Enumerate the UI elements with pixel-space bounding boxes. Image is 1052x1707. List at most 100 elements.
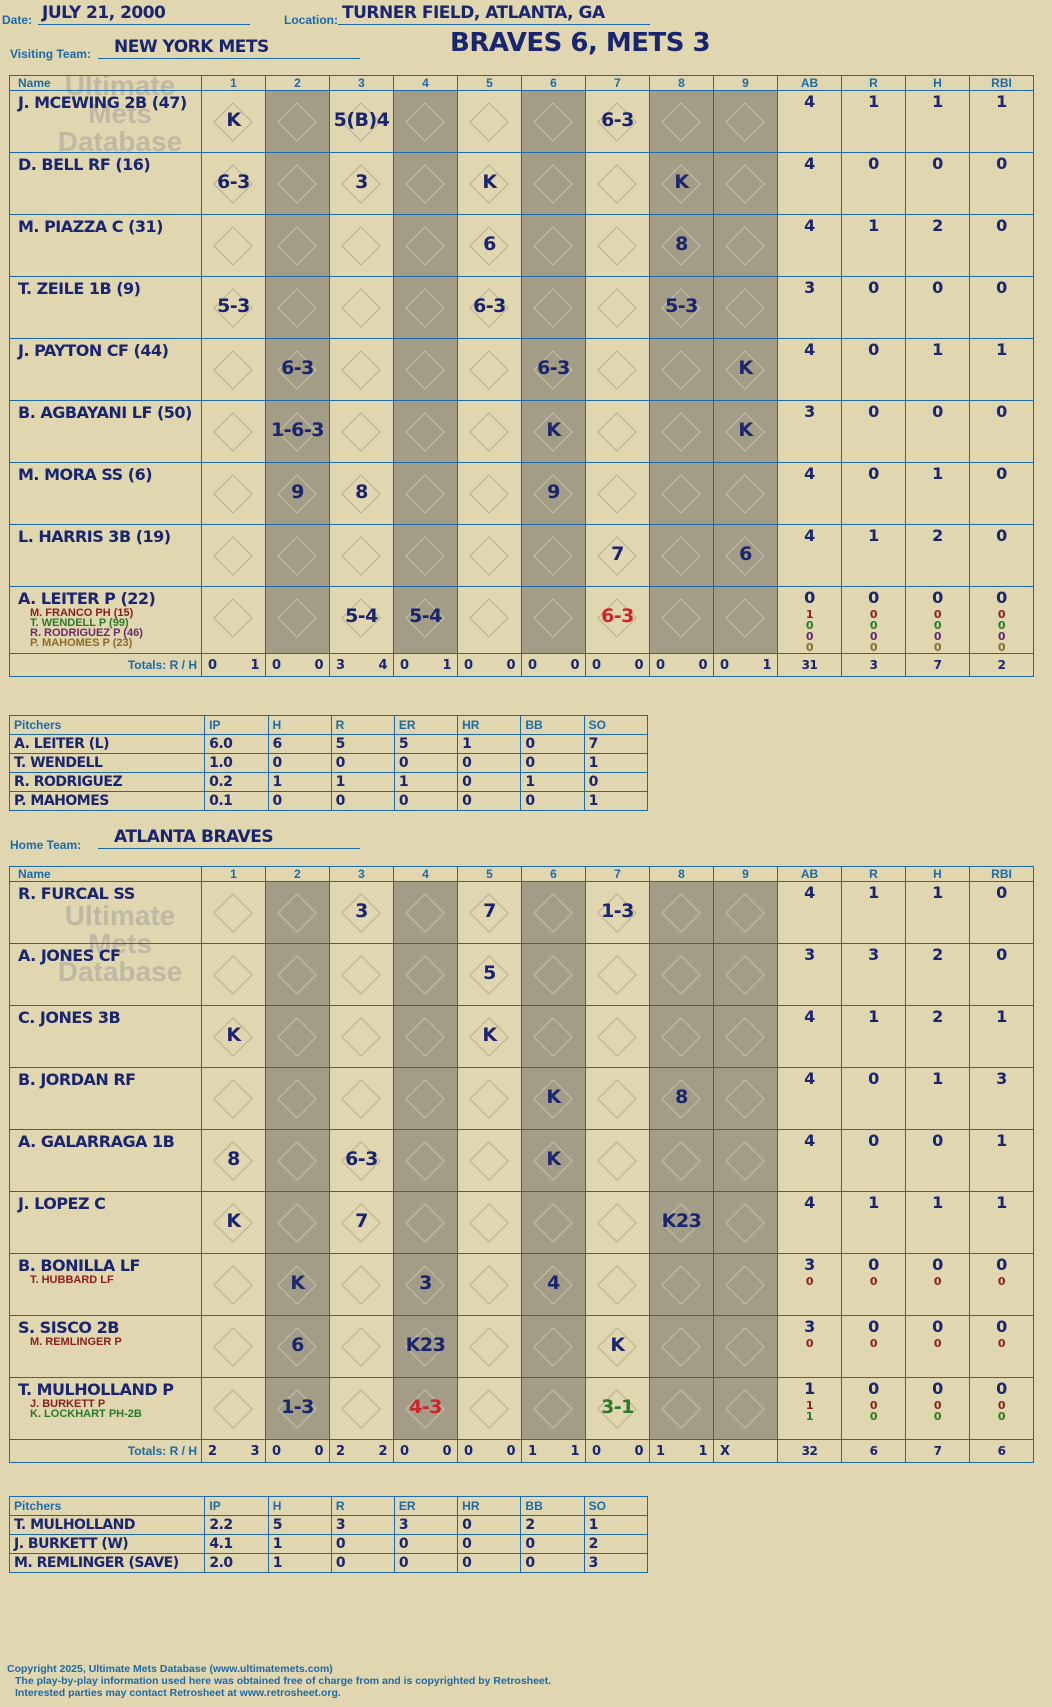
base-diamond: [725, 226, 765, 266]
play-result: K: [738, 419, 753, 441]
inning-cell: 8: [649, 214, 714, 277]
inning-cell: [713, 1315, 778, 1378]
column-header-r: R: [841, 75, 906, 91]
pitcher-stat: 0: [457, 1515, 522, 1535]
pitcher-stat: 0: [520, 1553, 585, 1573]
play-result: 1-3: [601, 900, 634, 922]
inning-cell: [265, 586, 330, 654]
pitching-header-so: SO: [583, 1496, 649, 1516]
pitcher-stat: 0: [520, 734, 585, 754]
inning-cell: [393, 1191, 458, 1254]
substitute-stat: 0: [933, 619, 942, 632]
base-diamond: [725, 893, 765, 933]
stat-cell: 0: [969, 524, 1034, 587]
base-diamond: [213, 536, 253, 576]
column-header-5: 5: [457, 75, 522, 91]
batter-name: M. PIAZZA C (31): [18, 217, 164, 236]
stat-cell: 2: [905, 524, 970, 587]
pitching-header-h: H: [267, 1496, 332, 1516]
play-result: 5: [483, 962, 496, 984]
base-diamond: [277, 893, 317, 933]
pitcher-stat: 0: [393, 753, 459, 773]
inning-cell: 6-3: [201, 152, 266, 215]
stat-value: 2: [932, 1007, 943, 1026]
inning-cell: [265, 1191, 330, 1254]
base-diamond: [213, 1265, 253, 1305]
inning-cell: [265, 276, 330, 339]
inning-cell: [265, 90, 330, 153]
base-diamond: [469, 412, 509, 452]
base-diamond: [661, 350, 701, 390]
batter-name: B. AGBAYANI LF (50): [18, 403, 192, 422]
substitute-stat: 0: [933, 608, 942, 621]
base-diamond: [469, 1327, 509, 1367]
base-diamond: [341, 1327, 381, 1367]
base-diamond: [725, 164, 765, 204]
pitcher-stat: 0: [457, 753, 522, 773]
column-header-9: 9: [713, 75, 778, 91]
play-result: K: [226, 109, 241, 131]
base-diamond: [725, 1141, 765, 1181]
batter-name: C. JONES 3B: [18, 1008, 121, 1027]
column-header-h: H: [905, 75, 970, 91]
totals-text: Totals:: [127, 658, 167, 672]
play-result: K23: [405, 1334, 446, 1356]
inning-cell: [265, 152, 330, 215]
base-diamond: [661, 1141, 701, 1181]
inning-cell: [265, 943, 330, 1006]
base-diamond: [661, 893, 701, 933]
stat-cell: 4: [777, 1191, 842, 1254]
batter-name-cell: A. LEITER P (22) M. FRANCO PH (15) T. WEND…: [9, 586, 202, 654]
base-diamond: [725, 1265, 765, 1305]
inning-cell: [201, 524, 266, 587]
play-result: K: [738, 357, 753, 379]
inning-cell: [329, 1377, 394, 1440]
stat-cell: 0: [969, 276, 1034, 339]
stat-cell: 4: [777, 462, 842, 525]
stat-value: 1: [932, 883, 943, 902]
column-header-rbi: RBI: [969, 866, 1034, 882]
inning-runs: 1: [656, 1443, 665, 1459]
inning-cell: [393, 462, 458, 525]
column-header-2: 2: [265, 866, 330, 882]
visitors-scorecard: Name 1 2 3 4 5 6 7 8 9 AB R H RBI J. MCEWING 2B (47) K 5…: [9, 75, 1034, 677]
stat-cell: 4: [777, 214, 842, 277]
inning-cell: [521, 881, 586, 944]
stat-value: 0: [996, 1379, 1007, 1398]
visiting-team-underline: [98, 58, 360, 59]
stat-value: 3: [804, 1317, 815, 1336]
inning-hits: 1: [570, 1443, 579, 1459]
inning-cell: [329, 943, 394, 1006]
inning-cell: [585, 152, 650, 215]
pitcher-stat: 0: [330, 753, 395, 773]
stat-value: 3: [804, 1255, 815, 1274]
inning-runs: 0: [208, 657, 217, 673]
inning-cell: [457, 462, 522, 525]
pitcher-row: T. WENDELL 1.0 0 0 0 0 0 1: [8, 753, 649, 773]
inning-cell: [649, 1129, 714, 1192]
column-header-ab: AB: [777, 75, 842, 91]
batter-name: J. MCEWING 2B (47): [18, 93, 187, 112]
batter-row: C. JONES 3B K K 4 1 2 1: [9, 1005, 1034, 1068]
stat-cell: 0: [841, 152, 906, 215]
base-diamond: [597, 1017, 637, 1057]
stat-cell: 1: [841, 524, 906, 587]
batter-row: A. JONES CF 5 3 3 2 0: [9, 943, 1034, 1006]
play-result: K: [546, 1086, 561, 1108]
base-diamond: [213, 350, 253, 390]
play-result: 6-3: [345, 1148, 378, 1170]
inning-cell: 7: [457, 881, 522, 944]
pitcher-stat: 0: [393, 1553, 459, 1573]
stat-cell: 2: [905, 943, 970, 1006]
base-diamond: [533, 1327, 573, 1367]
stat-value: 3: [804, 402, 815, 421]
pitcher-stat: 0: [393, 1534, 459, 1554]
base-diamond: [469, 102, 509, 142]
pitcher-stat: 6.0: [204, 734, 269, 754]
inning-cell: [649, 524, 714, 587]
home-team-name: ATLANTA BRAVES: [114, 827, 274, 847]
